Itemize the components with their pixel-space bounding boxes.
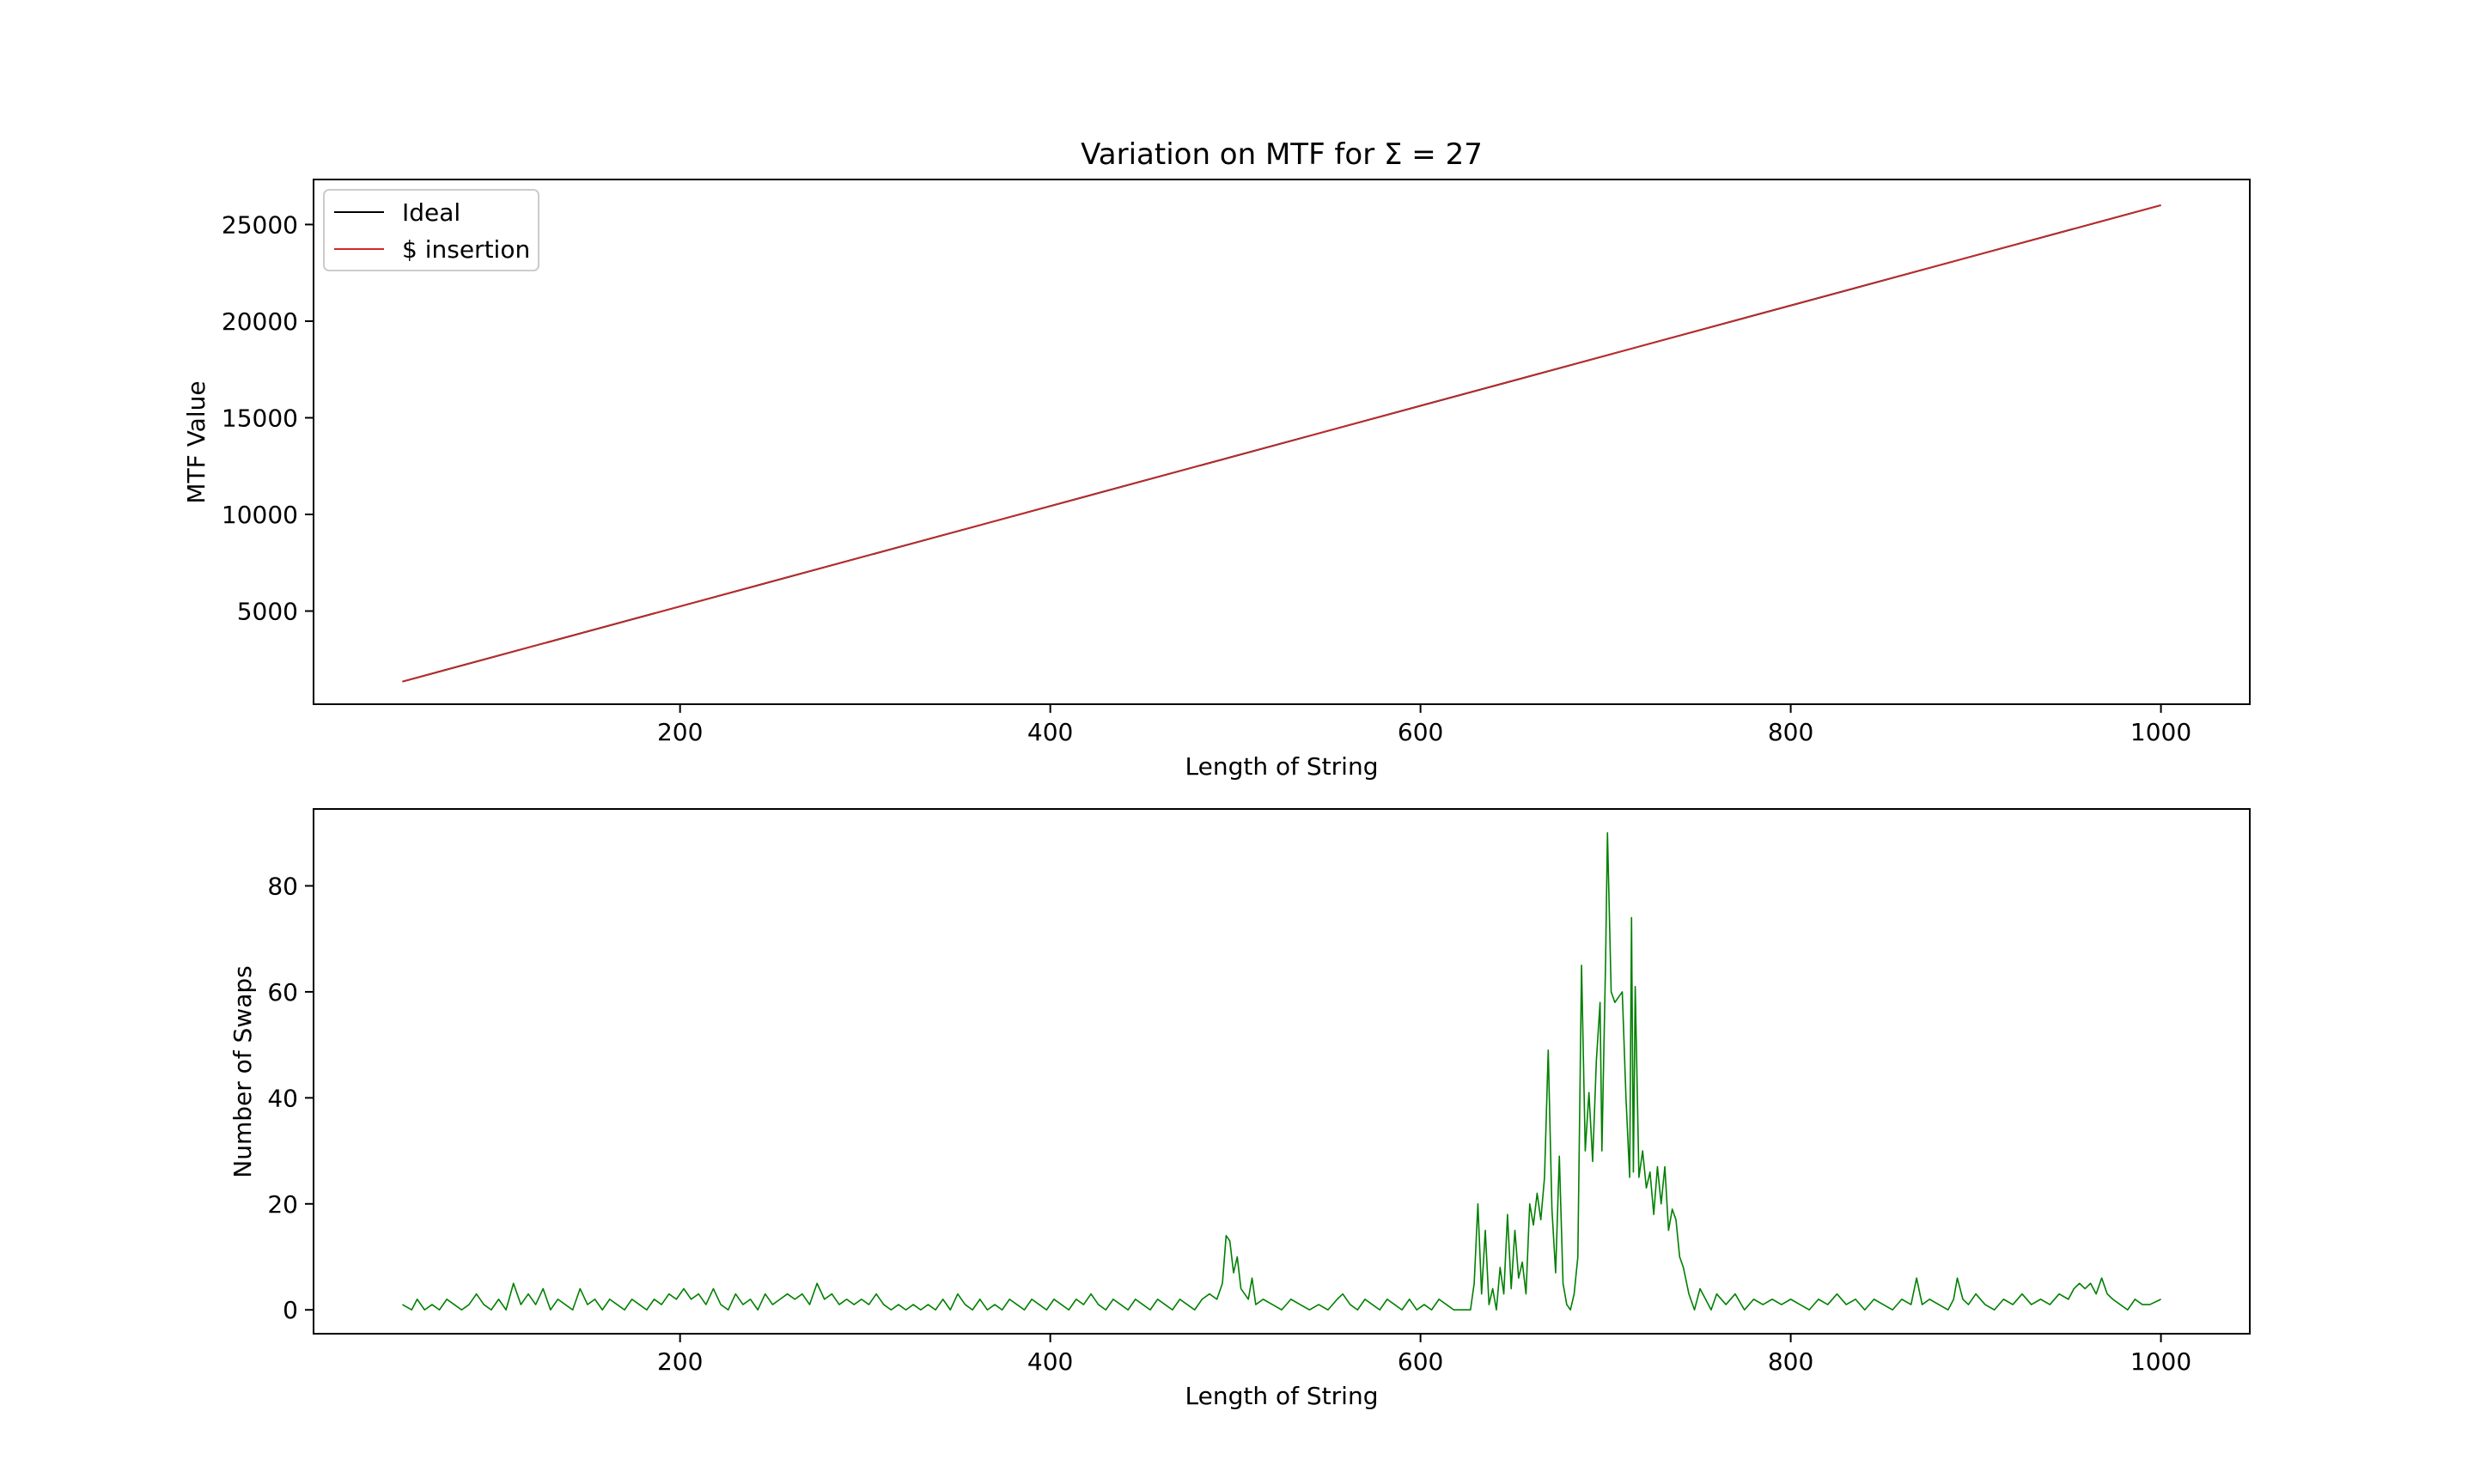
y-tick-label: 5000 — [237, 598, 298, 626]
x-tick-label: 1000 — [2130, 1347, 2191, 1376]
axes-frame — [313, 179, 2251, 705]
chart-title: Variation on MTF for Σ = 27 — [1081, 137, 1483, 172]
y-tick: 25000 — [222, 210, 314, 239]
series-line-swaps — [402, 831, 2161, 1311]
y-axis-label: Number of Swaps — [229, 965, 257, 1177]
y-tick: 80 — [267, 872, 314, 900]
x-tick: 400 — [1027, 1334, 1073, 1376]
y-axis-ticks: 5000 10000 15000 20000 25000 — [222, 210, 314, 626]
x-axis-ticks: 200 400 600 800 1000 — [657, 1334, 2191, 1376]
x-tick-label: 800 — [1768, 718, 1813, 746]
y-tick-label: 80 — [267, 872, 298, 900]
x-tick-label: 400 — [1027, 1347, 1073, 1376]
y-tick: 15000 — [222, 404, 314, 432]
x-tick-label: 200 — [657, 1347, 703, 1376]
x-tick: 600 — [1398, 704, 1443, 746]
y-tick: 60 — [267, 978, 314, 1007]
y-tick: 20 — [267, 1190, 314, 1219]
x-tick: 800 — [1768, 704, 1813, 746]
subplot-mtf-value: Variation on MTF for Σ = 27 200 400 600 800… — [182, 137, 2251, 781]
subplot-number-of-swaps: 200 400 600 800 1000 0 20 40 60 80 Length of Str… — [229, 808, 2251, 1410]
x-tick: 400 — [1027, 704, 1073, 746]
legend: Ideal $ insertion — [323, 189, 539, 271]
axes-frame — [313, 808, 2251, 1335]
x-tick: 1000 — [2130, 704, 2191, 746]
x-tick-label: 200 — [657, 718, 703, 746]
y-tick-label: 10000 — [222, 501, 298, 529]
x-tick: 800 — [1768, 1334, 1813, 1376]
y-tick: 10000 — [222, 501, 314, 529]
y-tick: 0 — [283, 1296, 314, 1324]
plot-area-series — [402, 204, 2161, 683]
x-tick-label: 600 — [1398, 1347, 1443, 1376]
x-tick: 600 — [1398, 1334, 1443, 1376]
x-tick-label: 600 — [1398, 718, 1443, 746]
x-tick-label: 400 — [1027, 718, 1073, 746]
x-tick-label: 800 — [1768, 1347, 1813, 1376]
legend-box — [323, 189, 539, 271]
plot-area-series — [402, 831, 2161, 1311]
y-tick-label: 40 — [267, 1084, 298, 1112]
y-tick: 20000 — [222, 307, 314, 336]
x-tick: 1000 — [2130, 1334, 2191, 1376]
x-axis-label: Length of String — [1185, 1382, 1379, 1410]
y-tick: 40 — [267, 1084, 314, 1112]
x-tick: 200 — [657, 704, 703, 746]
y-tick-label: 15000 — [222, 404, 298, 432]
y-tick-label: 20 — [267, 1190, 298, 1219]
y-axis-label: MTF Value — [182, 380, 210, 503]
x-tick-label: 1000 — [2130, 718, 2191, 746]
legend-label-dollar-insertion: $ insertion — [402, 235, 530, 264]
y-axis-ticks: 0 20 40 60 80 — [267, 872, 314, 1324]
y-tick-label: 20000 — [222, 307, 298, 336]
x-axis-ticks: 200 400 600 800 1000 — [657, 704, 2191, 746]
series-line-insertion — [402, 204, 2161, 683]
x-axis-label: Length of String — [1185, 752, 1379, 781]
y-tick-label: 25000 — [222, 210, 298, 239]
y-tick-label: 60 — [267, 978, 298, 1007]
y-tick-label: 0 — [283, 1296, 298, 1324]
x-tick: 200 — [657, 1334, 703, 1376]
y-tick: 5000 — [237, 598, 314, 626]
legend-label-ideal: Ideal — [402, 198, 460, 227]
